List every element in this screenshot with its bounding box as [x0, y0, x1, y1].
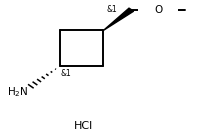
Text: &1: &1 — [106, 6, 117, 14]
Text: HCl: HCl — [74, 121, 93, 131]
Text: H$_2$N: H$_2$N — [7, 85, 28, 99]
Text: &1: &1 — [61, 69, 71, 78]
Polygon shape — [103, 8, 134, 30]
Text: O: O — [154, 5, 162, 15]
